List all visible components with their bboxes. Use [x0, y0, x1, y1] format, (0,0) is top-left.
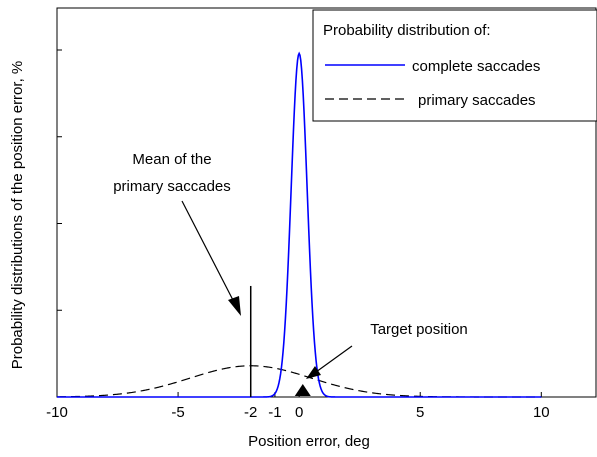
x-axis-label: Position error, deg [248, 433, 370, 450]
y-axis-label: Probability distributions of the positio… [9, 61, 26, 370]
plot-area [56, 7, 597, 398]
mean-arrow-head [228, 296, 241, 316]
x-tick-label: -5 [171, 404, 184, 421]
x-tick-label: 0 [295, 404, 303, 421]
legend-entry-primary: primary saccades [418, 92, 536, 109]
legend-entry-complete: complete saccades [412, 58, 540, 75]
x-tick-label: -1 [268, 404, 281, 421]
series-layer [57, 51, 542, 398]
legend-title: Probability distribution of: [323, 22, 491, 39]
x-tick-label: -10 [46, 404, 68, 421]
mean-annotation-line-1: Mean of the [132, 151, 211, 168]
annotations: Mean of the primary saccades Target posi… [113, 151, 468, 397]
target-arrow-head [306, 366, 321, 379]
x-tick-label: -2 [244, 404, 257, 421]
series-complete-saccades [57, 51, 542, 398]
target-arrow-shaft [315, 345, 353, 373]
legend: Probability distribution of: complete sa… [312, 9, 597, 122]
target-position-marker [294, 384, 311, 396]
mean-arrow-shaft [181, 200, 236, 305]
plot-frame [56, 7, 597, 398]
target-annotation-label: Target position [370, 321, 468, 338]
mean-annotation-line-2: primary saccades [113, 178, 231, 195]
x-tick-label: 5 [416, 404, 424, 421]
x-tick-label: 10 [533, 404, 550, 421]
